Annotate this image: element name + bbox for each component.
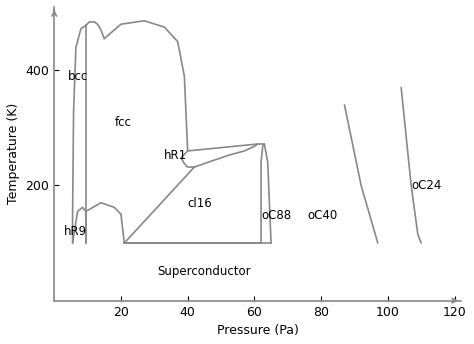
Text: hR9: hR9 xyxy=(64,225,87,238)
Text: fcc: fcc xyxy=(114,116,131,129)
Text: hR1: hR1 xyxy=(164,149,187,162)
X-axis label: Pressure (Pa): Pressure (Pa) xyxy=(217,324,299,337)
Text: cl16: cl16 xyxy=(188,197,212,211)
Text: Superconductor: Superconductor xyxy=(158,265,251,278)
Text: bcc: bcc xyxy=(68,69,88,83)
Y-axis label: Temperature (K): Temperature (K) xyxy=(7,103,20,204)
Text: oC24: oC24 xyxy=(411,179,442,192)
Text: oC40: oC40 xyxy=(308,209,338,222)
Text: oC88: oC88 xyxy=(261,209,291,222)
